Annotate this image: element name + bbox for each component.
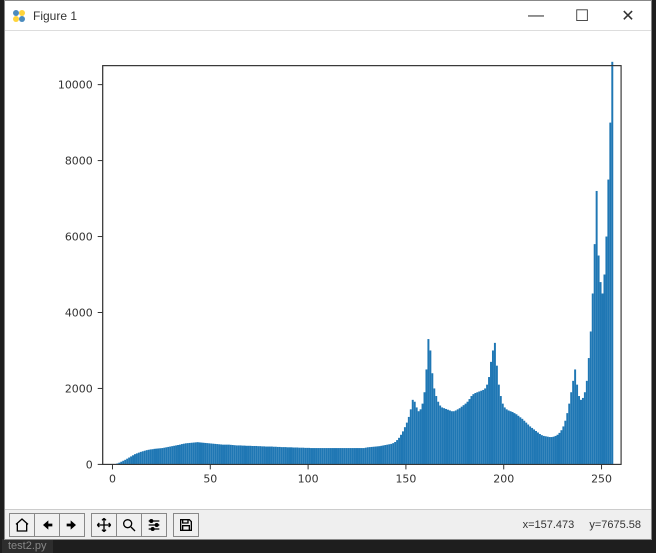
svg-text:4000: 4000: [65, 306, 93, 319]
maximize-button[interactable]: ☐: [559, 1, 605, 31]
window-title: Figure 1: [33, 9, 513, 23]
svg-text:50: 50: [203, 472, 217, 485]
svg-text:0: 0: [86, 458, 93, 471]
home-icon: [14, 517, 30, 533]
svg-text:8000: 8000: [65, 155, 93, 168]
home-button[interactable]: [9, 513, 35, 537]
cursor-coordinates: x=157.473 y=7675.58: [511, 519, 647, 531]
app-icon: [11, 8, 27, 24]
plot-canvas[interactable]: 0 50 100 150 200 250 0 2000 4000 6000 8000 10000: [5, 31, 651, 509]
zoom-icon: [121, 517, 137, 533]
configure-button[interactable]: [141, 513, 167, 537]
coord-y: y=7675.58: [589, 519, 641, 531]
save-button[interactable]: [173, 513, 199, 537]
close-button[interactable]: ✕: [605, 1, 651, 31]
svg-text:200: 200: [493, 472, 514, 485]
titlebar: Figure 1 — ☐ ✕: [5, 1, 651, 31]
arrow-right-icon: [64, 517, 80, 533]
svg-text:6000: 6000: [65, 231, 93, 244]
forward-button[interactable]: [59, 513, 85, 537]
svg-text:0: 0: [109, 472, 116, 485]
back-button[interactable]: [34, 513, 60, 537]
svg-text:250: 250: [591, 472, 612, 485]
histogram-plot: 0 50 100 150 200 250 0 2000 4000 6000 8000 10000: [5, 31, 651, 509]
nav-toolbar: x=157.473 y=7675.58: [5, 509, 651, 539]
figure-window: Figure 1 — ☐ ✕ 0 50 100 150 200 250 0 2000 4000 6…: [4, 0, 652, 540]
coord-x: x=157.473: [523, 519, 575, 531]
arrow-left-icon: [39, 517, 55, 533]
svg-text:10000: 10000: [58, 79, 93, 92]
svg-text:2000: 2000: [65, 382, 93, 395]
save-icon: [178, 517, 194, 533]
svg-text:150: 150: [395, 472, 416, 485]
svg-text:100: 100: [298, 472, 319, 485]
sliders-icon: [146, 517, 162, 533]
zoom-button[interactable]: [116, 513, 142, 537]
editor-tab-label: test2.py: [2, 539, 53, 553]
minimize-button[interactable]: —: [513, 1, 559, 31]
pan-button[interactable]: [91, 513, 117, 537]
move-icon: [96, 517, 112, 533]
